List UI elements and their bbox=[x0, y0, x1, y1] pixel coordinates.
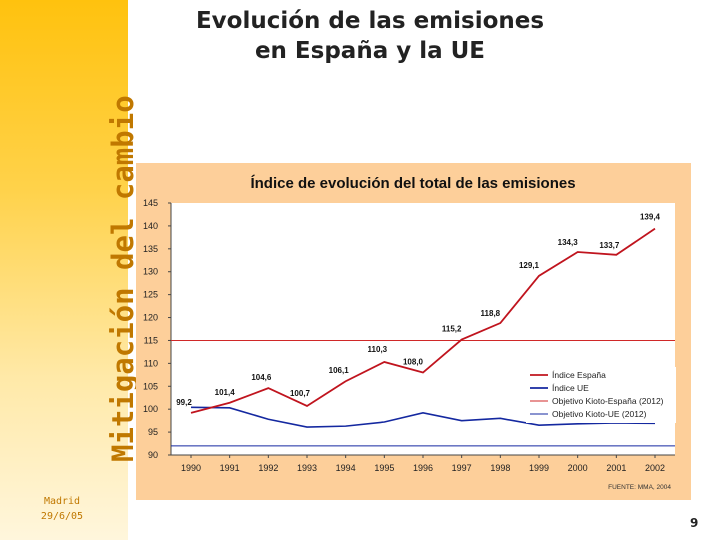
spain-series-line bbox=[190, 227, 656, 414]
emissions-chart: Índice de evolución del total de las emi… bbox=[143, 175, 676, 491]
footer-date: 29/6/05 bbox=[40, 511, 84, 522]
eu-series-line bbox=[190, 406, 656, 428]
x-tick-label: 1990 bbox=[181, 463, 201, 473]
y-tick-label: 110 bbox=[144, 358, 158, 368]
chart-title: Índice de evolución del total de las emi… bbox=[250, 175, 575, 192]
slide-title: Evolución de las emisiones en España y l… bbox=[140, 6, 600, 66]
spain-data-label: 133,7 bbox=[599, 241, 620, 250]
legend-label: Objetivo Kioto-UE (2012) bbox=[552, 409, 647, 419]
legend-box bbox=[526, 367, 676, 423]
x-tick-label: 1997 bbox=[452, 463, 472, 473]
y-tick-label: 130 bbox=[143, 267, 158, 277]
y-tick-label: 145 bbox=[143, 198, 158, 208]
spain-data-label: 110,3 bbox=[368, 345, 388, 354]
y-tick-label: 135 bbox=[143, 244, 158, 254]
spain-data-label: 101,4 bbox=[215, 388, 236, 397]
spain-data-label: 118,8 bbox=[481, 309, 501, 318]
y-tick-label: 95 bbox=[148, 427, 158, 437]
x-tick-label: 1996 bbox=[413, 463, 433, 473]
x-tick-label: 2001 bbox=[606, 463, 626, 473]
y-tick-label: 140 bbox=[143, 221, 158, 231]
footer-place-date: Madrid 29/6/05 bbox=[20, 494, 104, 524]
footer-place: Madrid bbox=[43, 496, 81, 507]
x-tick-label: 1991 bbox=[220, 463, 240, 473]
spain-data-label: 99,2 bbox=[176, 398, 192, 407]
x-tick-label: 1992 bbox=[258, 463, 278, 473]
sidebar-band: Mitigación del cambio climático Madrid 2… bbox=[0, 0, 170, 540]
spain-data-label: 106,1 bbox=[329, 366, 350, 375]
x-tick-label: 1999 bbox=[529, 463, 549, 473]
x-tick-label: 1998 bbox=[490, 463, 510, 473]
x-tick-label: 1995 bbox=[374, 463, 394, 473]
spain-data-label: 115,2 bbox=[442, 325, 462, 334]
spain-data-label: 139,4 bbox=[640, 213, 661, 222]
legend-label: Objetivo Kioto-España (2012) bbox=[552, 396, 664, 406]
sidebar-title-line1: Mitigación del cambio bbox=[106, 95, 140, 462]
y-tick-label: 120 bbox=[143, 313, 158, 323]
legend-label: Índice España bbox=[552, 370, 606, 380]
y-tick-label: 90 bbox=[148, 450, 158, 460]
y-tick-label: 125 bbox=[143, 290, 158, 300]
y-tick-label: 100 bbox=[143, 404, 158, 414]
spain-data-label: 134,3 bbox=[558, 238, 579, 247]
chart-source: FUENTE: MMA, 2004 bbox=[608, 484, 671, 491]
page-number: 9 bbox=[690, 516, 699, 530]
x-tick-label: 2002 bbox=[645, 463, 665, 473]
spain-data-label: 129,1 bbox=[519, 261, 540, 270]
spain-data-label: 104,6 bbox=[251, 373, 272, 382]
slide-title-line2: en España y la UE bbox=[254, 38, 486, 64]
y-tick-label: 105 bbox=[143, 381, 158, 391]
x-tick-label: 1994 bbox=[336, 463, 356, 473]
spain-data-label: 100,7 bbox=[290, 389, 311, 398]
x-tick-label: 2000 bbox=[568, 463, 588, 473]
slide-title-line1: Evolución de las emisiones bbox=[195, 8, 545, 34]
legend-label: Índice UE bbox=[552, 383, 589, 393]
y-tick-label: 115 bbox=[144, 335, 158, 345]
chart-panel: Índice de evolución del total de las emi… bbox=[136, 163, 691, 500]
spain-data-label: 108,0 bbox=[403, 358, 424, 367]
x-tick-label: 1993 bbox=[297, 463, 317, 473]
